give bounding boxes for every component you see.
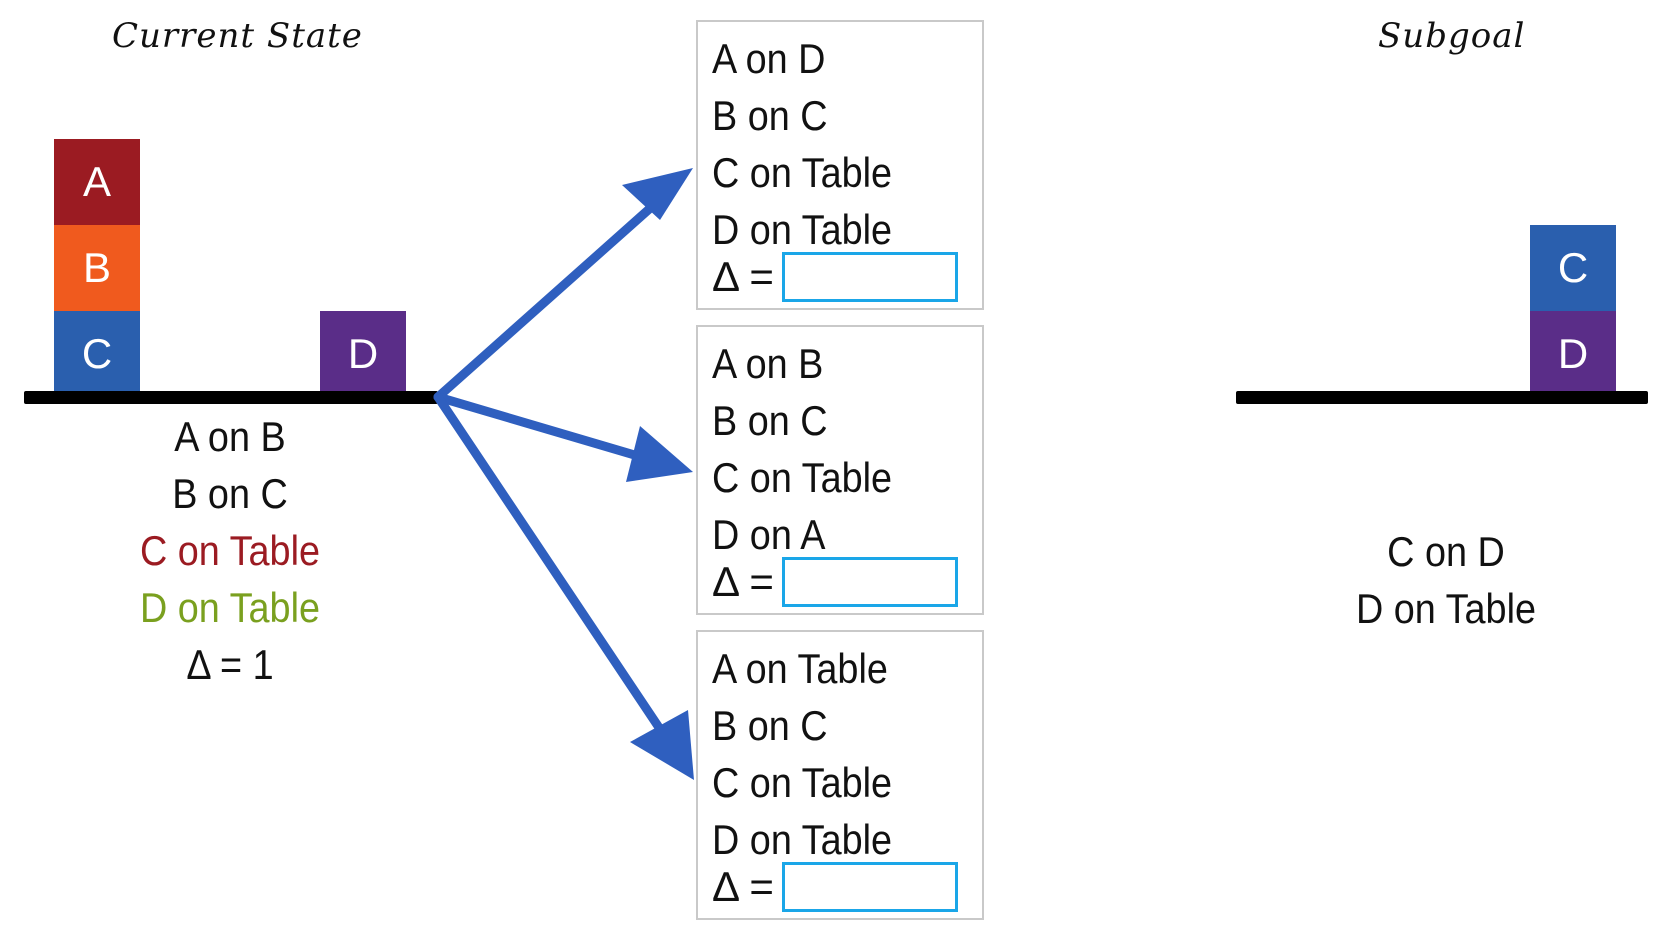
option-box-3: A on Table B on C C on Table D on Table … [696,630,984,920]
subgoal-block-d: D [1530,311,1616,397]
subgoal-facts: C on D D on Table [1311,523,1581,637]
option-3-fact-2: B on C [712,702,828,749]
option-2-delta-label: Δ = [712,558,774,605]
subgoal-fact-1: C on D [1387,528,1505,575]
option-2-fact-4: D on A [712,511,826,558]
arrow-to-option-3 [433,392,679,755]
block-a: A [54,139,140,225]
subgoal-table-line [1236,391,1648,404]
current-state-heading: Current State [112,16,363,56]
current-fact-2: B on C [172,470,288,517]
option-box-1: A on D B on C C on Table D on Table Δ = [696,20,984,310]
subgoal-fact-2: D on Table [1355,585,1537,632]
current-table-line [24,391,438,404]
option-3-fact-4: D on Table [712,816,893,863]
current-fact-3: C on Table [139,527,321,574]
option-2-fact-3: C on Table [712,454,893,501]
option-1-fact-1: A on D [712,35,826,82]
option-3-delta-label: Δ = [712,863,774,910]
option-1-delta-label: Δ = [712,253,774,300]
block-c: C [54,311,140,397]
option-3-fact-1: A on Table [712,645,888,692]
option-2-fact-1: A on B [712,340,824,387]
arrowhead-3 [630,710,694,780]
option-2-facts: A on B B on C C on Table D on A [712,335,892,563]
option-box-2: A on B B on C C on Table D on A Δ = [696,325,984,615]
option-1-fact-3: C on Table [712,149,893,196]
option-3-fact-3: C on Table [712,759,893,806]
current-delta: Δ = 1 [186,641,274,688]
subgoal-block-c: C [1530,225,1616,311]
arrow-to-option-2 [433,392,670,469]
current-fact-1: A on B [174,413,286,460]
option-2-fact-2: B on C [712,397,828,444]
subgoal-heading: Subgoal [1378,16,1526,56]
block-d: D [320,311,406,397]
option-2-delta-input[interactable] [782,557,958,607]
option-1-fact-2: B on C [712,92,828,139]
current-fact-4: D on Table [139,584,321,631]
arrow-to-option-1 [433,190,670,402]
option-3-facts: A on Table B on C C on Table D on Table [712,640,892,868]
current-state-facts: A on B B on C C on Table D on Table Δ = … [95,408,365,693]
arrowhead-1 [622,168,693,220]
option-3-delta-input[interactable] [782,862,958,912]
option-1-facts: A on D B on C C on Table D on Table [712,30,892,258]
block-b: B [54,225,140,311]
option-1-delta-input[interactable] [782,252,958,302]
arrowhead-2 [626,426,693,482]
option-1-fact-4: D on Table [712,206,893,253]
